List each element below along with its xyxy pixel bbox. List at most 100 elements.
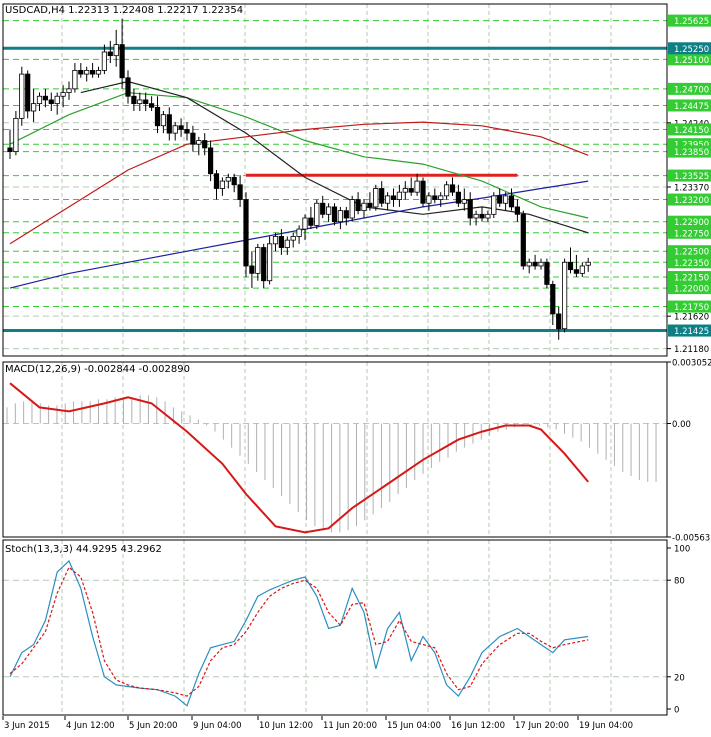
- candle-bear: [48, 99, 54, 105]
- candle-bull: [502, 195, 509, 204]
- candle-bear: [455, 191, 462, 204]
- candle-bull: [538, 261, 544, 267]
- key-level-tag: [668, 324, 711, 337]
- panel-frames: [2, 3, 668, 716]
- price-tick-label: 1.23850: [674, 148, 709, 158]
- candle-bear: [243, 199, 249, 267]
- price-tick-label: 1.25625: [674, 17, 709, 27]
- price-tick-label: 1.22900: [674, 218, 709, 228]
- price-tick-label: 1.24150: [674, 126, 709, 136]
- price-level-tag: [668, 256, 711, 269]
- candle-bear: [320, 202, 326, 215]
- candle-bear: [202, 140, 208, 149]
- candle-bear: [107, 51, 113, 57]
- key-level-label: 1.21425: [674, 327, 709, 337]
- price-tick-label: 1.22750: [674, 229, 709, 239]
- price-level-tag: [668, 215, 711, 228]
- candle-bull: [337, 210, 344, 223]
- price-tick-label: 1.24700: [674, 85, 709, 95]
- stoch-signal-line: [9, 566, 589, 697]
- candle-bear: [520, 213, 526, 267]
- key-level-label: 1.25250: [674, 45, 709, 55]
- candle-bear: [25, 73, 31, 112]
- time-tick-label: 19 Jun 04:00: [579, 721, 633, 731]
- price-tick-label: 1.23370: [674, 184, 709, 194]
- candle-bull: [172, 125, 178, 134]
- time-tick-label: 4 Jun 12:00: [66, 721, 115, 731]
- candle-bear: [567, 261, 574, 271]
- candle-bull: [30, 103, 37, 112]
- candle-bear: [343, 210, 349, 219]
- price-level-tag: [668, 271, 711, 284]
- candle-bull: [302, 217, 308, 230]
- candle-bull: [255, 247, 261, 274]
- candle-bull: [60, 92, 66, 97]
- candle-bear: [213, 173, 220, 189]
- macd-signal: [9, 382, 589, 534]
- candle-bull: [402, 188, 408, 193]
- candle-bear: [148, 103, 155, 108]
- candle-bull: [101, 51, 107, 71]
- candle-bear: [184, 129, 190, 134]
- candle-bear: [532, 261, 538, 267]
- moving-average-line: [9, 91, 589, 219]
- candle-bear: [432, 195, 438, 200]
- candle-bull: [461, 199, 467, 204]
- price-tick-label: 1.21620: [674, 313, 709, 323]
- time-axis: 3 Jun 2015 4 Jun 12:00 5 Jun 20:00 9 Jun 04…: [2, 716, 633, 731]
- time-tick-label: 17 Jun 20:00: [515, 721, 569, 731]
- candle-bull: [84, 70, 90, 75]
- main-chart-title: USDCAD,H4 1.22313 1.22408 1.22217 1.2235…: [5, 5, 243, 16]
- time-tick-label: 9 Jun 04:00: [193, 721, 242, 731]
- candle-bull: [325, 206, 332, 215]
- macd-histogram: [6, 395, 657, 533]
- price-tick-label: 1.25100: [674, 56, 709, 66]
- candle-bull: [384, 195, 391, 204]
- candle-bear: [508, 195, 515, 208]
- candle-bull: [266, 243, 273, 282]
- macd-signal-line: [9, 382, 589, 534]
- price-level-tag: [668, 300, 711, 313]
- panel-frame: [2, 361, 668, 538]
- candle-bull: [196, 140, 202, 145]
- candle-bear: [154, 106, 161, 127]
- key-level-tag: [668, 42, 711, 55]
- moving-average-line: [9, 121, 589, 245]
- candle-bear: [231, 177, 237, 186]
- candle-bear: [207, 147, 214, 175]
- candle-bear: [178, 125, 184, 130]
- price-tick-label: 1.23525: [674, 172, 709, 182]
- candle-bear: [143, 99, 149, 105]
- candle-bear: [479, 213, 485, 219]
- price-level-tag: [668, 99, 711, 112]
- candle-bear: [166, 114, 172, 134]
- candle-bear: [467, 199, 473, 219]
- candle-bull: [19, 73, 25, 119]
- candle-bear: [556, 313, 562, 330]
- candle-bull: [36, 95, 43, 105]
- candle-bull: [272, 236, 279, 245]
- stoch-main-line: [9, 559, 589, 707]
- candle-bull: [579, 265, 585, 274]
- price-level-tag: [668, 282, 711, 295]
- price-level-tag: [668, 226, 711, 239]
- candle-bear: [131, 95, 137, 105]
- candle-bull: [526, 261, 532, 267]
- candle-bull: [95, 70, 102, 75]
- price-tick-label: 1.21750: [674, 303, 709, 313]
- candle-bear: [550, 284, 556, 315]
- panel-frame: [2, 3, 668, 357]
- candle-bull: [284, 239, 290, 248]
- candle-bear: [119, 44, 125, 79]
- candle-bull: [491, 195, 497, 215]
- stoch-tick-label: 20: [674, 673, 685, 683]
- candle-bull: [426, 195, 432, 204]
- candle-bear: [367, 202, 373, 208]
- candle-bear: [420, 180, 426, 204]
- price-level-tag: [668, 82, 711, 95]
- price-tick-label: 1.24475: [674, 102, 709, 112]
- candle-bear: [237, 184, 243, 200]
- panel-frame: [2, 539, 668, 716]
